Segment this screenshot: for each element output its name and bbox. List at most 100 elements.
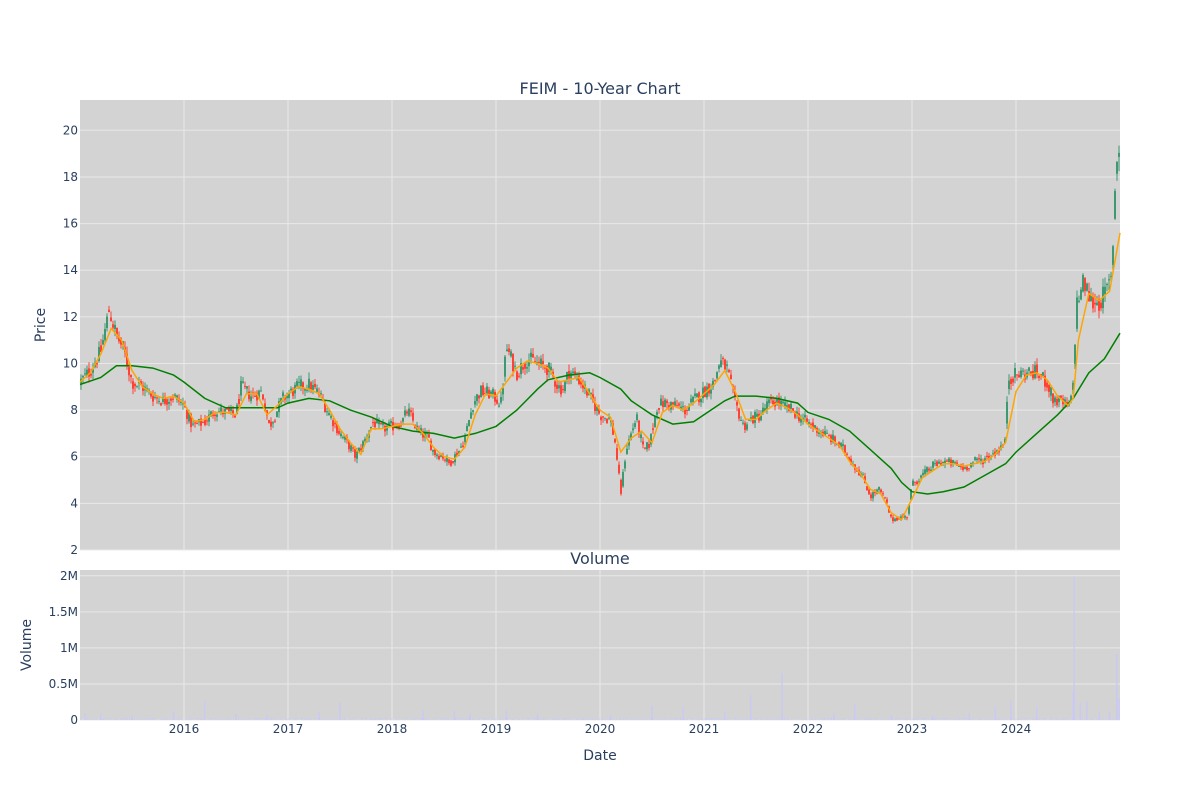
candle-body: [82, 376, 84, 378]
volume-bar: [199, 719, 202, 720]
candle-body: [572, 371, 574, 374]
volume-bar: [374, 718, 377, 720]
volume-bar: [251, 719, 254, 720]
volume-bar: [295, 718, 297, 720]
volume-bar: [491, 718, 493, 720]
candle-body: [160, 403, 162, 406]
volume-bar: [567, 718, 569, 720]
candle-body: [964, 467, 966, 469]
volume-bar: [290, 719, 292, 720]
volume-bar: [854, 704, 856, 720]
candle-body: [626, 448, 628, 455]
volume-tick-label: 1M: [60, 641, 78, 655]
candle-body: [466, 425, 468, 432]
volume-bar: [284, 718, 286, 720]
price-tick-label: 12: [63, 310, 78, 324]
candle-body: [658, 408, 660, 410]
volume-bar: [626, 718, 628, 720]
candle-body: [310, 382, 312, 391]
volume-bar: [907, 718, 909, 720]
volume-bar: [780, 719, 782, 720]
candle-body: [140, 381, 142, 385]
candle-body: [192, 423, 194, 425]
volume-bar: [759, 719, 761, 720]
volume-bar: [1028, 718, 1030, 720]
volume-bar: [395, 718, 397, 720]
candle-body: [770, 398, 772, 400]
candle-body: [250, 396, 252, 401]
volume-bar: [724, 711, 726, 720]
long-moving-average-line: [79, 332, 1121, 495]
volume-bar: [645, 718, 647, 720]
candle-body: [652, 428, 654, 430]
volume-bar: [108, 718, 110, 720]
candle-body: [328, 413, 330, 416]
candle-body: [468, 419, 470, 427]
candle-body: [472, 410, 474, 412]
candle-body: [314, 383, 316, 388]
volume-bar: [735, 718, 737, 720]
candle-body: [1030, 371, 1032, 374]
candle-body: [168, 401, 170, 404]
candle-body: [920, 475, 922, 478]
candle-body: [582, 384, 584, 389]
volume-bar: [953, 718, 956, 720]
volume-bar: [453, 711, 456, 720]
candle-body: [1052, 393, 1054, 404]
volume-bar: [478, 718, 481, 720]
volume-bar: [472, 718, 474, 720]
volume-bar: [964, 718, 966, 720]
volume-bar: [113, 718, 115, 720]
volume-bar: [1024, 718, 1027, 720]
volume-bar: [198, 718, 200, 720]
candle-body: [272, 422, 274, 424]
volume-bar: [388, 719, 390, 720]
volume-subplot-title: Volume: [570, 549, 630, 568]
candle-body: [1114, 190, 1116, 219]
candle-body: [886, 499, 888, 503]
volume-bar: [232, 719, 234, 720]
price-tick-label: 16: [63, 217, 78, 231]
volume-bar: [204, 701, 206, 720]
candle-body: [1064, 399, 1066, 404]
candle-body: [604, 417, 606, 419]
volume-bar: [1068, 718, 1070, 720]
candle-body: [108, 309, 110, 313]
volume-bar: [281, 718, 283, 720]
volume-bar: [505, 710, 508, 720]
candle-body: [868, 489, 870, 495]
volume-bar: [874, 718, 876, 720]
volume-bar: [1040, 718, 1042, 720]
volume-bar: [269, 718, 271, 720]
candle-body: [474, 401, 476, 405]
volume-bar: [858, 719, 860, 720]
volume-bar: [319, 719, 321, 720]
candle-body: [772, 400, 774, 405]
volume-bar: [1108, 712, 1111, 720]
volume-bar: [607, 719, 609, 720]
candle-body: [1106, 284, 1108, 286]
volume-bar: [610, 718, 612, 720]
volume-bar: [917, 718, 919, 720]
candle-body: [408, 408, 410, 416]
candle-body: [244, 385, 246, 387]
candle-body: [518, 375, 520, 377]
candle-body: [1044, 375, 1046, 387]
volume-bar: [378, 718, 380, 720]
candle-body: [924, 469, 926, 474]
candle-body: [320, 393, 322, 395]
volume-bar: [806, 719, 808, 720]
candle-body: [950, 459, 952, 466]
candle-body: [890, 514, 892, 517]
candle-body: [814, 425, 816, 429]
candle-body: [1078, 300, 1080, 302]
candle-body: [618, 464, 620, 474]
candle-body: [998, 450, 1000, 453]
candle-body: [648, 443, 650, 448]
candle-body: [142, 385, 144, 391]
volume-bar: [191, 718, 193, 720]
candle-body: [928, 468, 930, 471]
candle-body: [260, 390, 262, 392]
candle-body: [196, 423, 198, 425]
volume-bar: [380, 718, 382, 720]
